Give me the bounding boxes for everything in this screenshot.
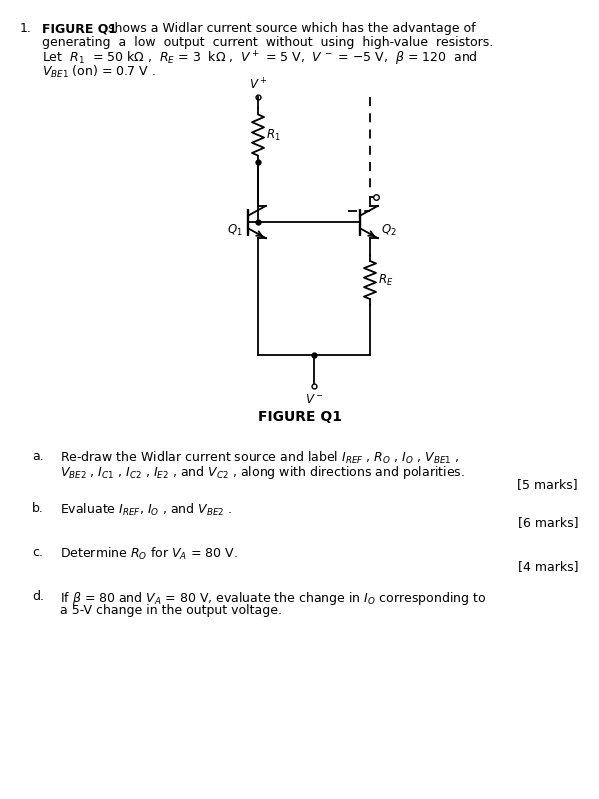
Text: a 5-V change in the output voltage.: a 5-V change in the output voltage.	[60, 604, 282, 617]
Text: Determine $R_O$ for $V_A$ = 80 V.: Determine $R_O$ for $V_A$ = 80 V.	[60, 546, 238, 562]
Text: [4 marks]: [4 marks]	[518, 560, 578, 573]
Text: $V^-$: $V^-$	[305, 393, 323, 406]
Text: d.: d.	[32, 590, 44, 603]
Text: $V_{BE1}$ (on) = 0.7 V .: $V_{BE1}$ (on) = 0.7 V .	[42, 64, 156, 80]
Text: $Q_2$: $Q_2$	[381, 222, 397, 237]
Text: $R_E$: $R_E$	[378, 272, 394, 288]
Text: FIGURE Q1: FIGURE Q1	[42, 22, 117, 35]
Text: If $\beta$ = 80 and $V_A$ = 80 V, evaluate the change in $I_O$ corresponding to: If $\beta$ = 80 and $V_A$ = 80 V, evalua…	[60, 590, 486, 607]
Text: $R_1$: $R_1$	[266, 128, 281, 142]
Text: $V^+$: $V^+$	[249, 78, 267, 93]
Text: Re-draw the Widlar current source and label $I_{REF}$ , $R_O$ , $I_O$ , $V_{BE1}: Re-draw the Widlar current source and la…	[60, 450, 459, 466]
Text: a.: a.	[32, 450, 44, 463]
Text: b.: b.	[32, 502, 44, 515]
Text: 1.: 1.	[20, 22, 32, 35]
Text: Evaluate $I_{REF}$, $I_O$ , and $V_{BE2}$ .: Evaluate $I_{REF}$, $I_O$ , and $V_{BE2}…	[60, 502, 232, 518]
Text: c.: c.	[32, 546, 43, 559]
Text: shows a Widlar current source which has the advantage of: shows a Widlar current source which has …	[104, 22, 476, 35]
Text: generating  a  low  output  current  without  using  high-value  resistors.: generating a low output current without …	[42, 36, 493, 49]
Text: [6 marks]: [6 marks]	[518, 516, 578, 529]
Text: FIGURE Q1: FIGURE Q1	[258, 410, 342, 424]
Text: [5 marks]: [5 marks]	[518, 478, 578, 491]
Text: $Q_1$: $Q_1$	[227, 222, 243, 237]
Text: Let  $R_1$  = 50 k$\Omega$ ,  $R_E$ = 3  k$\Omega$ ,  $V^+$ = 5 V,  $V^{\,-}$ = : Let $R_1$ = 50 k$\Omega$ , $R_E$ = 3 k$\…	[42, 50, 478, 68]
Text: $V_{BE2}$ , $I_{C1}$ , $I_{C2}$ , $I_{E2}$ , and $V_{C2}$ , along with direction: $V_{BE2}$ , $I_{C1}$ , $I_{C2}$ , $I_{E2…	[60, 464, 465, 481]
